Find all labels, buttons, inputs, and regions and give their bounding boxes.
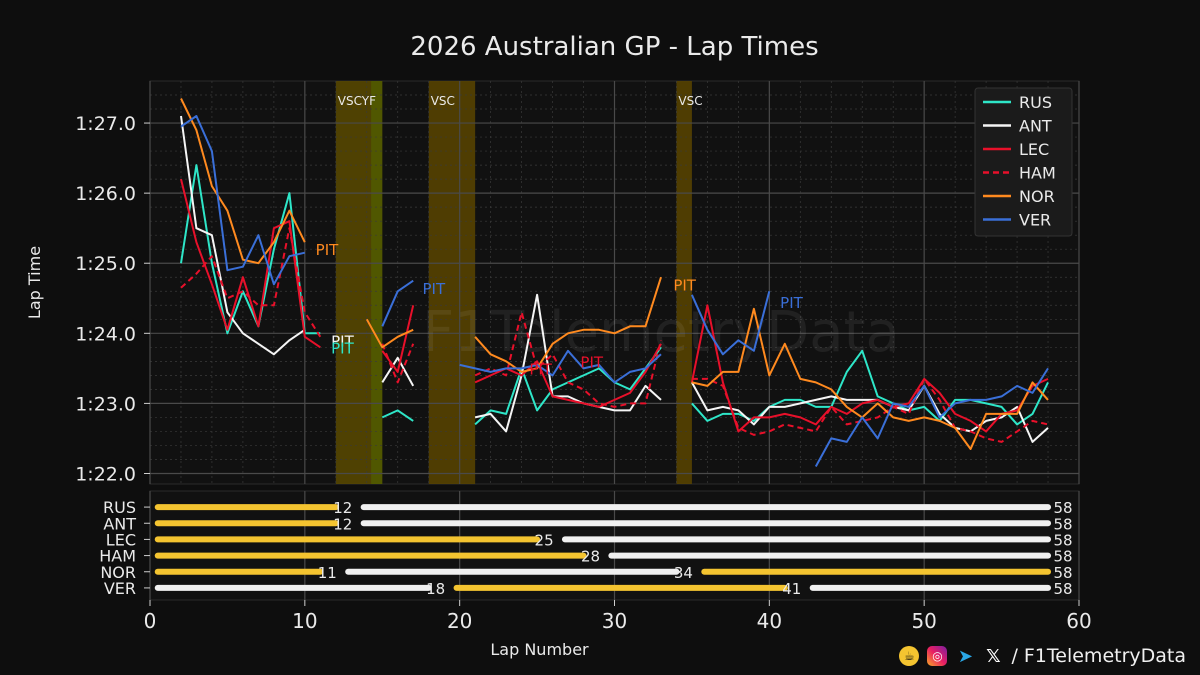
neutralization-label: VSC: [678, 94, 702, 108]
x-tick-label: 40: [757, 609, 782, 633]
pit-annotation: PIT: [331, 332, 354, 350]
stint-finish-lap: 58: [1053, 499, 1072, 517]
chart-title: 2026 Australian GP - Lap Times: [410, 32, 818, 62]
neutralization-band: [676, 81, 692, 484]
stint-pit-lap: 34: [674, 564, 693, 582]
series-line-ham: [180, 227, 322, 338]
neutralization-band-tail: [371, 81, 383, 484]
y-tick-label: 1:27.0: [75, 113, 136, 135]
y-tick-label: 1:23.0: [75, 393, 136, 415]
stint-pit-lap: 12: [333, 499, 352, 517]
x-tick-label: 50: [911, 609, 936, 633]
x-tick-label: 30: [602, 609, 627, 633]
pit-annotation: PIT: [580, 353, 603, 371]
series-line-ver: [180, 115, 306, 286]
y-tick-label: 1:25.0: [75, 253, 136, 275]
series-line-ham: [691, 377, 1049, 443]
pit-annotation: PIT: [529, 360, 552, 378]
series-line-ham: [381, 343, 415, 384]
series-line-ver: [814, 367, 1049, 467]
stint-pit-lap: 41: [782, 580, 801, 598]
x-tick-label: 60: [1066, 609, 1091, 633]
x-tick-label: 0: [144, 609, 157, 633]
legend-label: LEC: [1019, 140, 1049, 159]
stint-finish-lap: 58: [1053, 564, 1072, 582]
stint-driver-label: ANT: [103, 514, 136, 533]
series-line-ant: [180, 115, 306, 356]
stint-finish-lap: 58: [1053, 548, 1072, 566]
stint-driver-label: HAM: [99, 547, 136, 566]
stint-pit-lap: 18: [426, 580, 445, 598]
stint-pit-lap: 12: [333, 515, 352, 533]
series-line-lec: [180, 178, 321, 349]
legend-label: NOR: [1019, 187, 1055, 206]
series-line-ver: [690, 291, 771, 356]
series-line-nor: [365, 318, 414, 349]
instagram-icon[interactable]: ◎: [927, 646, 948, 666]
stint-finish-lap: 58: [1053, 515, 1072, 533]
pit-annotation: PIT: [780, 294, 803, 312]
x-tick-label: 20: [447, 609, 472, 633]
stint-driver-label: NOR: [100, 563, 136, 582]
buymeacoffee-icon[interactable]: ☕: [899, 646, 920, 666]
series-line-rus: [381, 409, 414, 422]
pit-annotation: PIT: [423, 280, 446, 298]
series-line-nor: [474, 276, 662, 373]
pit-annotation: PIT: [673, 276, 696, 294]
legend-label: VER: [1019, 211, 1051, 230]
x-axis-label: Lap Number: [490, 640, 589, 659]
watermark: F1TelemetryData: [422, 300, 900, 365]
series-line-nor: [180, 98, 306, 265]
pit-annotation: PIT: [316, 241, 339, 259]
series-line-lec: [690, 304, 1049, 433]
y-axis-label: Lap Time: [25, 246, 44, 319]
series-line-ver: [381, 279, 414, 327]
stint-driver-label: RUS: [103, 498, 136, 517]
series-line-ver: [459, 349, 662, 384]
y-tick-label: 1:26.0: [75, 183, 136, 205]
stint-pit-lap: 28: [581, 548, 600, 566]
stint-finish-lap: 58: [1053, 580, 1072, 598]
stint-finish-lap: 58: [1053, 531, 1072, 549]
footer: ☕ ◎ ➤ 𝕏 / F1TelemetryData: [899, 645, 1186, 667]
series-line-rus: [180, 164, 321, 335]
series-line-ham: [474, 311, 662, 408]
telegram-icon[interactable]: ➤: [957, 645, 973, 667]
legend-label: HAM: [1019, 164, 1056, 183]
series-line-ant: [381, 356, 415, 387]
neutralization-label: VSCYF: [338, 94, 376, 108]
x-tick-label: 10: [292, 609, 317, 633]
stint-pit-lap: 25: [535, 531, 554, 549]
legend-label: RUS: [1019, 93, 1052, 112]
pit-annotation: PIT: [331, 339, 354, 357]
footer-handle[interactable]: / F1TelemetryData: [1011, 645, 1186, 667]
stint-pit-lap: 11: [318, 564, 337, 582]
x-icon[interactable]: 𝕏: [986, 645, 1001, 667]
y-tick-label: 1:24.0: [75, 323, 136, 345]
series-line-ant: [691, 381, 1049, 443]
y-tick-label: 1:22.0: [75, 463, 136, 485]
neutralization-band: [428, 81, 476, 484]
series-line-ant: [474, 293, 662, 433]
legend-label: ANT: [1019, 117, 1052, 136]
neutralization-label: VSC: [431, 94, 455, 108]
series-line-nor: [691, 307, 1049, 450]
stint-driver-label: LEC: [106, 530, 136, 549]
stint-driver-label: VER: [104, 579, 136, 598]
